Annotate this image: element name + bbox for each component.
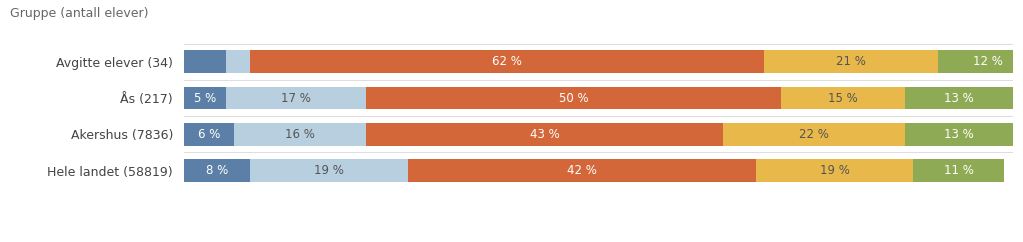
Text: 13 %: 13 % xyxy=(944,91,974,105)
Bar xyxy=(781,87,905,109)
Text: 19 %: 19 % xyxy=(314,164,344,177)
Bar xyxy=(184,51,225,73)
Text: 50 %: 50 % xyxy=(559,91,588,105)
Text: 8 %: 8 % xyxy=(207,164,228,177)
Bar xyxy=(366,123,722,146)
Bar xyxy=(184,87,225,109)
Bar xyxy=(366,87,781,109)
Bar xyxy=(251,159,408,182)
Bar xyxy=(184,123,234,146)
Text: 17 %: 17 % xyxy=(281,91,311,105)
Text: 6 %: 6 % xyxy=(197,128,220,141)
Text: 5 %: 5 % xyxy=(193,91,216,105)
Text: 43 %: 43 % xyxy=(530,128,560,141)
Bar xyxy=(722,123,905,146)
Bar xyxy=(938,51,1023,73)
Bar xyxy=(184,159,251,182)
Text: 21 %: 21 % xyxy=(836,55,866,68)
Bar xyxy=(905,87,1013,109)
Text: Gruppe (antall elever): Gruppe (antall elever) xyxy=(10,7,148,20)
Text: 12 %: 12 % xyxy=(973,55,1003,68)
Text: 22 %: 22 % xyxy=(799,128,829,141)
Bar xyxy=(225,87,366,109)
Text: 13 %: 13 % xyxy=(944,128,974,141)
Bar xyxy=(408,159,756,182)
Bar xyxy=(251,51,764,73)
Bar xyxy=(905,123,1013,146)
Bar xyxy=(756,159,914,182)
Text: 19 %: 19 % xyxy=(819,164,849,177)
Bar xyxy=(914,159,1005,182)
Text: 16 %: 16 % xyxy=(285,128,315,141)
Text: 11 %: 11 % xyxy=(944,164,974,177)
Bar xyxy=(225,51,251,73)
Bar xyxy=(764,51,938,73)
Bar xyxy=(234,123,366,146)
Text: 42 %: 42 % xyxy=(567,164,596,177)
Text: 15 %: 15 % xyxy=(828,91,857,105)
Text: 62 %: 62 % xyxy=(492,55,523,68)
